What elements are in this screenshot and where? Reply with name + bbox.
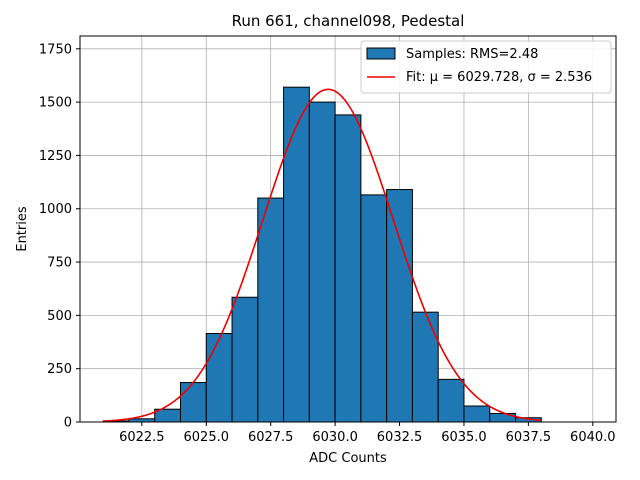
x-tick-label: 6022.5 [119,430,165,445]
y-axis: 0 250 500 750 1000 1250 1500 1750 [39,42,80,431]
y-tick-label: 250 [47,362,72,377]
x-axis-label: ADC Counts [309,451,387,466]
y-tick-label: 1750 [39,42,72,57]
histogram-bar [231,296,259,423]
x-tick-label: 6027.5 [248,430,294,445]
histogram-bar [283,86,310,423]
x-axis: 6022.5 6025.0 6027.5 6030.0 6032.5 6035.0 6037… [119,422,616,445]
chart-title: Run 661, channel098, Pedestal [232,12,465,30]
histogram-bar [308,101,336,423]
x-tick-label: 6035.0 [441,430,487,445]
legend: Samples: RMS=2.48 Fit: μ = 6029.728, σ =… [360,40,612,94]
bars-layer [102,86,542,423]
histogram-bar [205,332,233,423]
histogram-bar [360,194,388,423]
x-tick-label: 6037.5 [506,430,552,445]
histogram-bar [257,197,285,423]
y-tick-label: 1000 [39,202,72,217]
histogram-bar [334,114,362,423]
gaussian-fit-line [103,88,542,422]
y-axis-label: Entries [15,206,30,252]
legend-label-samples: Samples: RMS=2.48 [406,47,538,62]
histogram-bar [437,378,465,423]
y-tick-label: 1500 [39,96,72,111]
legend-box [360,40,612,94]
plot-frame [79,35,617,423]
histogram-bar [411,311,439,423]
histogram-bar [386,189,413,423]
y-tick-label: 750 [47,256,72,271]
y-tick-label: 0 [64,416,72,431]
histogram-bar [180,382,207,423]
y-tick-label: 500 [47,309,72,324]
x-tick-label: 6025.0 [184,430,230,445]
x-tick-label: 6040.0 [570,430,616,445]
y-tick-label: 1250 [39,149,72,164]
x-tick-label: 6032.5 [377,430,423,445]
x-tick-label: 6030.0 [312,430,358,445]
histogram-bar [463,405,491,423]
legend-label-fit: Fit: μ = 6029.728, σ = 2.536 [406,70,592,85]
legend-swatch-samples [366,47,396,60]
